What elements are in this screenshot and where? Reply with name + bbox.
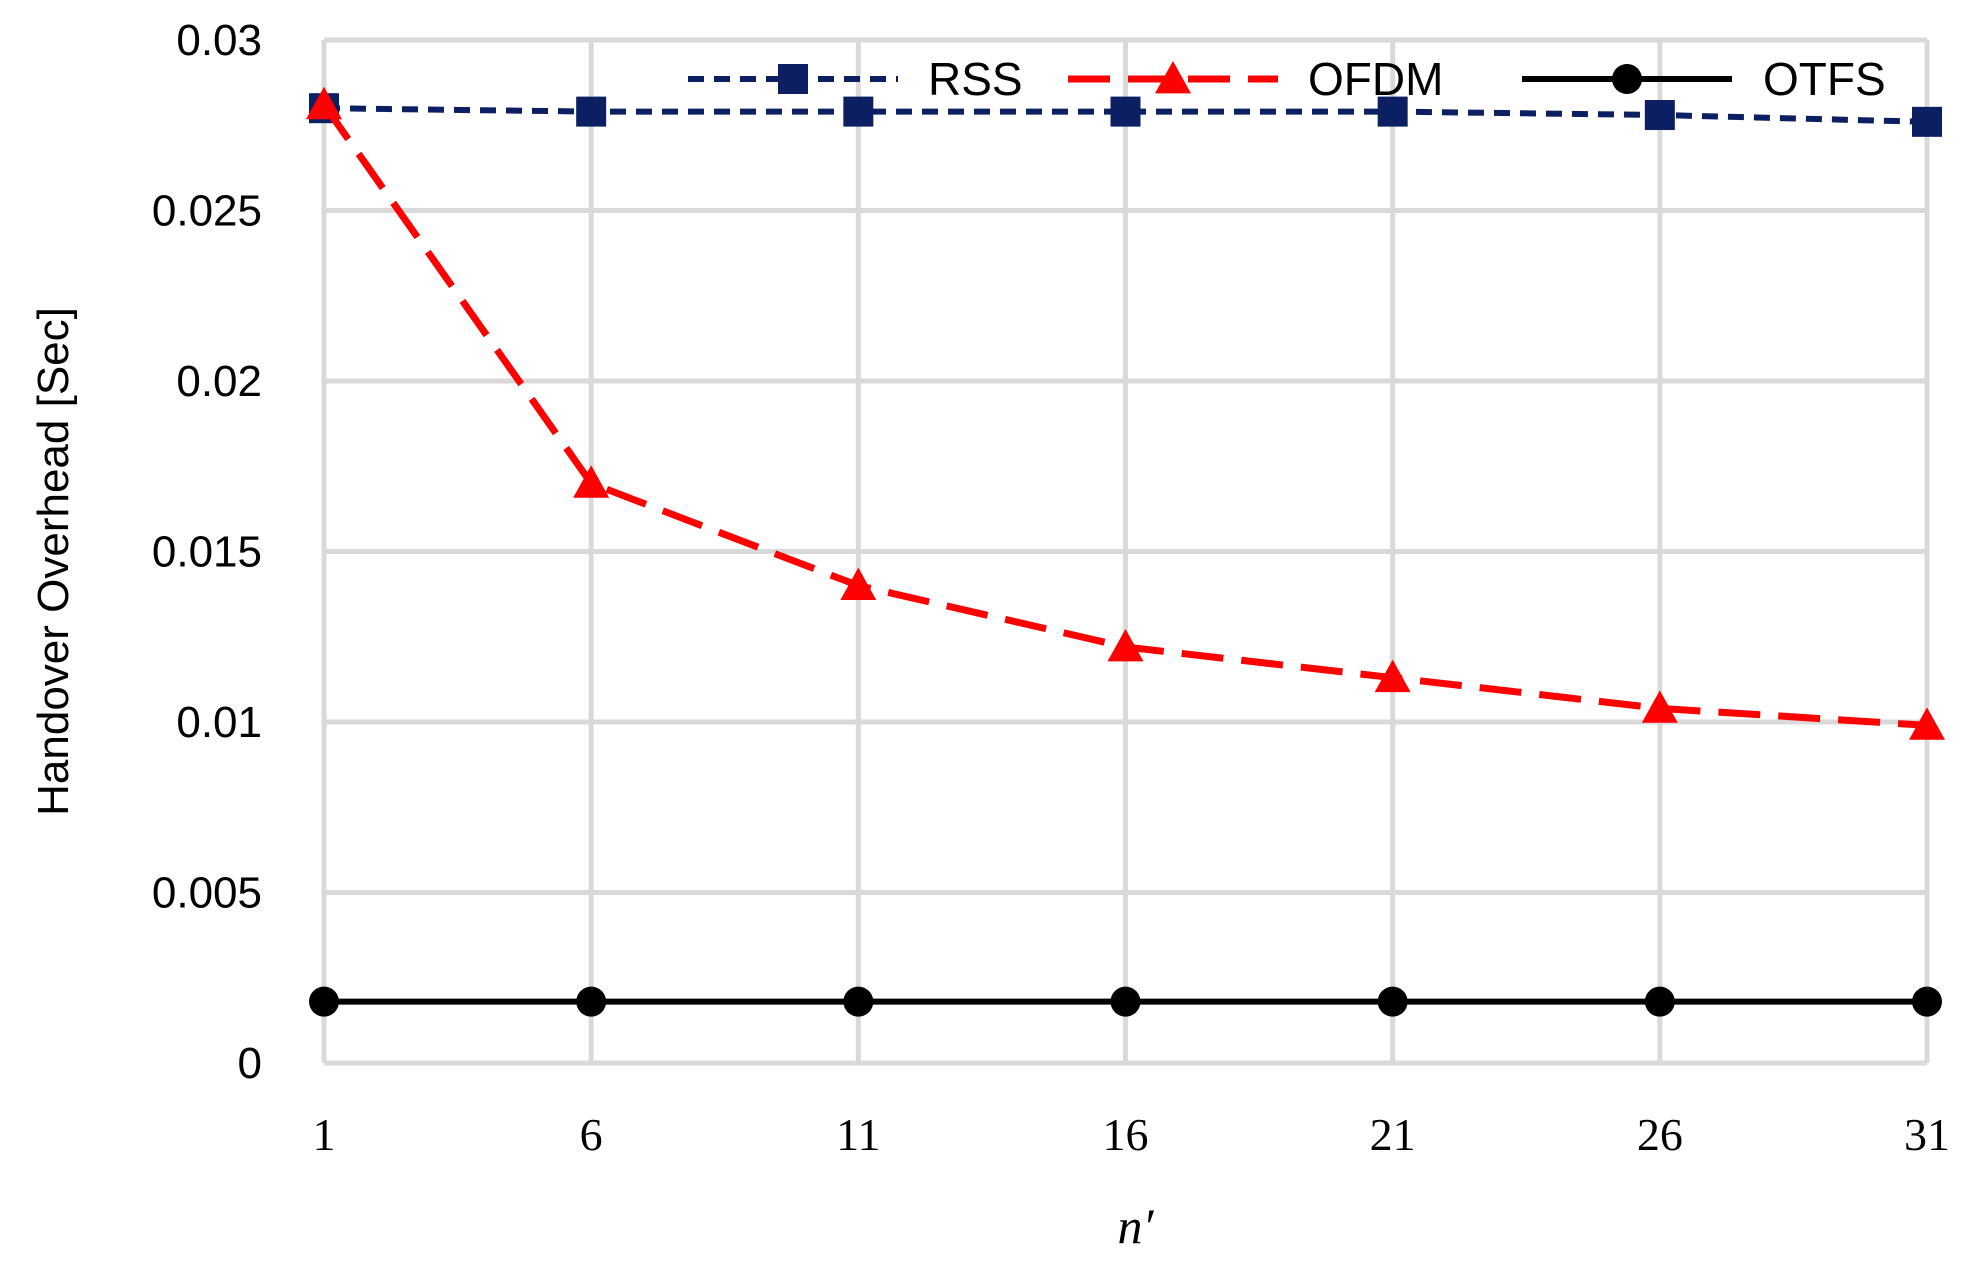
- y-tick-label: 0.03: [176, 16, 262, 65]
- circle-marker: [843, 986, 874, 1017]
- triangle-marker: [1641, 690, 1678, 723]
- triangle-marker: [1909, 707, 1945, 740]
- series-ofdm: [306, 86, 1945, 740]
- triangle-marker: [1374, 659, 1411, 693]
- square-marker: [843, 96, 874, 127]
- square-marker: [1377, 96, 1408, 127]
- y-tick-label: 0.025: [152, 187, 262, 236]
- y-tick-label: 0.015: [152, 528, 262, 577]
- x-tick-label: 16: [1103, 1109, 1149, 1160]
- triangle-marker: [1155, 61, 1191, 94]
- triangle-marker: [306, 86, 342, 120]
- square-marker: [1644, 100, 1675, 131]
- x-tick-label: 21: [1370, 1109, 1416, 1160]
- x-tick-label: 31: [1904, 1109, 1950, 1160]
- y-tick-label: 0: [238, 1039, 262, 1088]
- legend-label: OFDM: [1308, 53, 1443, 105]
- triangle-marker: [1107, 628, 1144, 662]
- grid: [321, 37, 1930, 1066]
- legend-item-otfs: OTFS: [1522, 53, 1886, 105]
- y-tick-label: 0.02: [176, 357, 262, 406]
- x-axis-ticks: 1 6 11 16 21 26 31: [313, 1109, 1951, 1160]
- series-otfs: [309, 986, 1942, 1017]
- square-marker: [1912, 106, 1942, 137]
- x-tick-label: 6: [580, 1109, 603, 1160]
- x-tick-label: 1: [313, 1109, 336, 1160]
- legend-item-ofdm: OFDM: [1068, 53, 1443, 105]
- circle-marker: [576, 986, 607, 1017]
- square-marker: [1110, 96, 1141, 127]
- series-lines: [306, 86, 1945, 1017]
- x-tick-label: 11: [836, 1109, 880, 1160]
- y-tick-label: 0.005: [152, 869, 262, 918]
- circle-marker: [1912, 986, 1942, 1017]
- legend-label: OTFS: [1763, 53, 1886, 105]
- x-tick-label: 26: [1637, 1109, 1683, 1160]
- circle-marker: [309, 986, 339, 1017]
- circle-marker: [1612, 64, 1642, 94]
- square-marker: [576, 96, 607, 127]
- y-tick-label: 0.01: [176, 698, 262, 747]
- circle-marker: [1110, 986, 1141, 1017]
- legend-item-rss: RSS: [688, 53, 1023, 105]
- circle-marker: [1377, 986, 1408, 1017]
- triangle-marker: [573, 465, 610, 498]
- legend-label: RSS: [928, 53, 1023, 105]
- y-axis-title: Handover Overhead [Sec]: [29, 307, 78, 816]
- x-axis-title: n′: [1118, 1198, 1155, 1254]
- square-marker: [778, 64, 808, 94]
- legend: RSS OFDM OTFS: [688, 53, 1886, 105]
- y-axis-ticks: 0 0.005 0.01 0.015 0.02 0.025 0.03: [152, 16, 262, 1088]
- circle-marker: [1644, 986, 1675, 1017]
- triangle-marker: [840, 567, 877, 600]
